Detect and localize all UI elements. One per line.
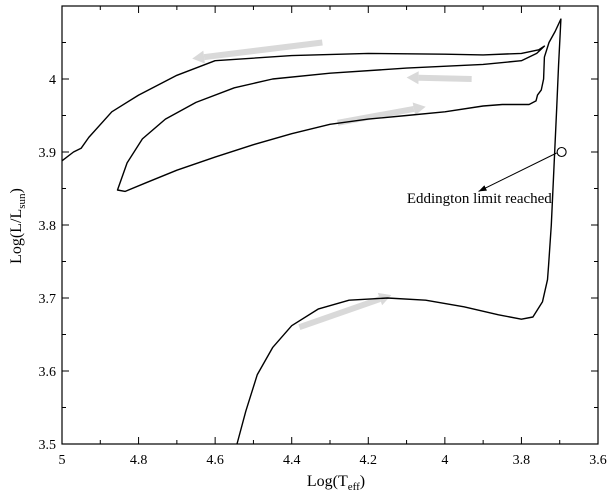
- axis-ticks: 5 4.8 4.6 4.4 4.2 4 3.8 3.6 3.5 3.6 3.7 3.8 3.9 4: [39, 6, 607, 468]
- eddington-marker: [556, 146, 567, 158]
- y-tick-label: 3.8: [39, 219, 57, 234]
- x-tick-label: 4: [441, 453, 448, 468]
- evolutionary-track: [61, 18, 562, 445]
- x-tick-label: 4.6: [206, 453, 224, 468]
- x-tick-label: 3.8: [513, 453, 531, 468]
- y-axis-label: Log(L/Lsun): [8, 188, 28, 264]
- x-tick-label: 3.6: [589, 453, 607, 468]
- annotation-text: Eddington limit reached: [407, 191, 552, 207]
- y-tick-label: 3.9: [39, 146, 57, 161]
- x-tick-label: 5: [59, 453, 66, 468]
- direction-arrow: [406, 71, 472, 85]
- y-tick-label: 4: [49, 73, 56, 88]
- y-axis-label-subscript: sun: [16, 193, 28, 209]
- y-tick-label: 3.7: [39, 292, 57, 307]
- annotations: Eddington limit reached: [407, 146, 567, 207]
- direction-arrows: [192, 39, 472, 331]
- direction-arrow: [298, 292, 392, 331]
- x-tick-label: 4.4: [283, 453, 301, 468]
- x-tick-label: 4.2: [360, 453, 378, 468]
- y-tick-label: 3.5: [39, 438, 57, 453]
- direction-arrow: [337, 102, 426, 126]
- x-axis-label-subscript: eff: [348, 481, 360, 492]
- annotation-eddington: Eddington limit reached: [407, 146, 567, 207]
- x-tick-label: 4.8: [130, 453, 148, 468]
- track-line: [61, 18, 562, 445]
- plot-frame: [61, 5, 599, 445]
- direction-arrow: [192, 39, 323, 64]
- x-axis-label: Log(Teff): [307, 473, 365, 492]
- y-tick-label: 3.6: [39, 365, 57, 380]
- annotation-arrow: [478, 152, 557, 192]
